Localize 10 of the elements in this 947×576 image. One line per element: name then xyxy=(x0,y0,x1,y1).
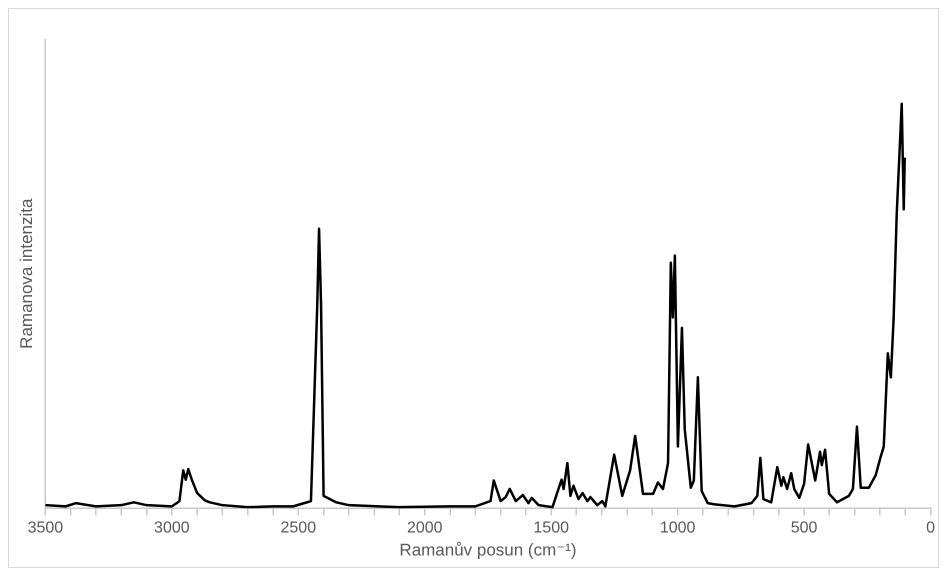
x-tick-label: 1500 xyxy=(533,519,570,536)
x-tick-label: 2500 xyxy=(280,519,316,536)
x-tick-label: 3000 xyxy=(154,519,190,536)
x-tick-label: 2000 xyxy=(406,519,443,536)
y-axis-title: Ramanova intenzita xyxy=(16,198,36,349)
x-tick-label: 500 xyxy=(790,519,818,536)
x-axis-title: Ramanův posun (cm⁻¹) xyxy=(399,540,577,560)
x-tick-label: 3500 xyxy=(28,519,64,536)
x-tick-label: 0 xyxy=(926,519,936,536)
x-tick-label: 1000 xyxy=(660,519,696,536)
